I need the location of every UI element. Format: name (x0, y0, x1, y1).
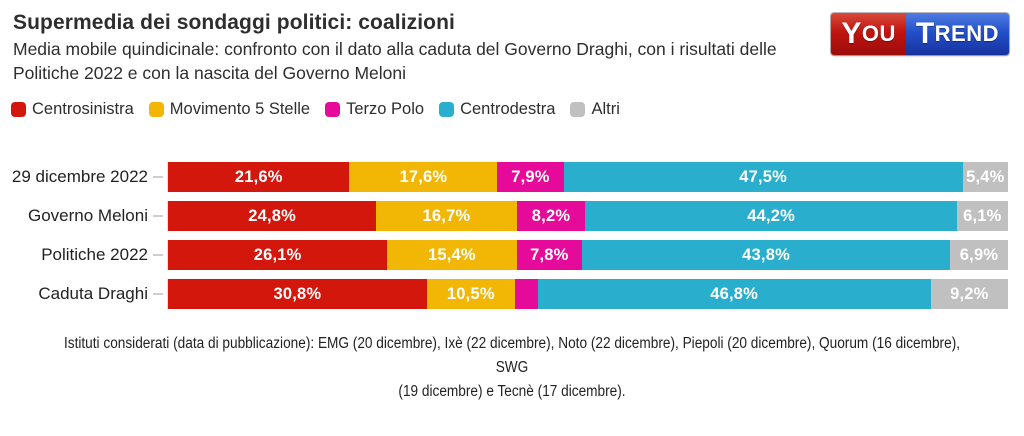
legend-swatch (325, 101, 341, 117)
legend-label: Movimento 5 Stelle (169, 99, 311, 118)
bar-value-label: 24,8% (248, 206, 297, 225)
bar-row: Caduta Draghi 30,8% 10,5% 46,8% 9,2% (0, 279, 1024, 309)
bar-segment-centrosinistra: 24,8% (168, 201, 377, 231)
tick-mark (153, 215, 163, 217)
legend-label: Centrosinistra (32, 99, 134, 118)
bar-value-label: 46,8% (710, 284, 759, 303)
legend-item-centrodestra: Centrodestra (439, 100, 555, 119)
legend-item-movimento-5-stelle: Movimento 5 Stelle (148, 99, 311, 119)
legend-swatch (570, 101, 586, 117)
footnote: Istituti considerati (data di pubblicazi… (61, 332, 962, 404)
bar-segment-terzo-polo: 8,2% (516, 201, 586, 231)
legend-label: Altri (591, 99, 620, 118)
bar-segment-centrosinistra: 26,1% (168, 240, 388, 270)
category-label: Politiche 2022 (41, 245, 148, 264)
tick-mark (153, 254, 163, 256)
bar-segment-centrodestra: 47,5% (563, 162, 963, 192)
page-title: Supermedia dei sondaggi politici: coaliz… (13, 11, 455, 34)
category-label: Caduta Draghi (38, 284, 148, 303)
bar-segment-centrodestra: 43,8% (582, 240, 951, 270)
bar-segment-centrodestra: 46,8% (537, 279, 931, 309)
bar-segment-movimento-5-stelle: 15,4% (387, 240, 517, 270)
tick-mark (153, 293, 163, 295)
logo-trend-initial: T (915, 17, 935, 50)
bar-segment-terzo-polo: 7,9% (497, 162, 564, 192)
bar-segment-terzo-polo (514, 279, 538, 309)
bar-value-label: 10,5% (446, 284, 495, 303)
bar-row: 29 dicembre 2022 21,6% 17,6% 7,9% 47,5% 5,4% (0, 162, 1024, 192)
bar-value-label: 17,6% (399, 167, 448, 186)
bar-track: 24,8% 16,7% 8,2% 44,2% 6,1% (167, 201, 1008, 231)
bar-value-label: 21,6% (234, 167, 283, 186)
logo-trend-rest: REND (934, 21, 999, 46)
legend-label: Centrodestra (460, 99, 556, 118)
bar-segment-altri: 9,2% (930, 279, 1008, 309)
category-label: Governo Meloni (27, 206, 148, 225)
youtrend-logo: Y OU T REND (831, 13, 1009, 55)
logo-trend-block: T REND (905, 13, 1009, 55)
bar-value-label: 7,8% (530, 245, 569, 264)
bar-value-label: 16,7% (422, 206, 471, 225)
bar-segment-altri: 5,4% (962, 162, 1008, 192)
bar-segment-centrodestra: 44,2% (585, 201, 957, 231)
tick-mark (153, 176, 163, 178)
legend-item-terzo-polo: Terzo Polo (325, 100, 424, 119)
bar-segment-movimento-5-stelle: 17,6% (349, 162, 498, 192)
category-label: 29 dicembre 2022 (11, 167, 148, 186)
bar-track: 21,6% 17,6% 7,9% 47,5% 5,4% (167, 162, 1008, 192)
legend-label: Terzo Polo (346, 99, 425, 118)
bar-value-label: 44,2% (747, 206, 795, 225)
legend-swatch (439, 101, 455, 117)
footnote-line-2: (19 dicembre) e Tecnè (17 dicembre). (398, 382, 626, 400)
legend-item-altri: Altri (570, 99, 620, 119)
legend-swatch (148, 101, 164, 117)
logo-you-block: Y OU (831, 13, 906, 55)
bar-value-label: 26,1% (253, 245, 302, 264)
bar-value-label: 30,8% (273, 284, 322, 303)
bar-segment-movimento-5-stelle: 10,5% (426, 279, 515, 309)
bar-value-label: 15,4% (428, 245, 476, 264)
footnote-line-1: Istituti considerati (data di pubblicazi… (63, 334, 961, 376)
bar-segment-movimento-5-stelle: 16,7% (376, 201, 517, 231)
stacked-bar-chart: 29 dicembre 2022 21,6% 17,6% 7,9% 47,5% 5,4% G… (0, 162, 1024, 318)
bar-value-label: 43,8% (742, 245, 790, 264)
bar-segment-terzo-polo: 7,8% (516, 240, 583, 270)
bar-segment-centrosinistra: 21,6% (168, 162, 350, 192)
bar-value-label: 47,5% (739, 167, 788, 186)
legend-swatch (11, 101, 26, 117)
bar-value-label: 6,1% (963, 206, 1002, 225)
bar-track: 26,1% 15,4% 7,8% 43,8% 6,9% (167, 240, 1008, 270)
header: Supermedia dei sondaggi politici: coaliz… (0, 0, 1024, 86)
bar-segment-altri: 6,1% (956, 201, 1008, 231)
bar-row: Politiche 2022 26,1% 15,4% 7,8% 43,8% 6,9% (0, 240, 1024, 270)
bar-value-label: 7,9% (511, 167, 550, 186)
logo-you-initial: Y (841, 17, 862, 50)
bar-segment-centrosinistra: 30,8% (168, 279, 427, 309)
legend: Centrosinistra Movimento 5 Stelle Terzo Po… (11, 100, 1024, 119)
legend-item-centrosinistra: Centrosinistra (11, 100, 134, 119)
bar-value-label: 8,2% (531, 206, 571, 225)
page-subtitle: Media mobile quindicinale: confronto con… (13, 39, 777, 83)
bar-value-label: 5,4% (966, 167, 1005, 186)
bar-value-label: 6,9% (959, 245, 999, 264)
bar-track: 30,8% 10,5% 46,8% 9,2% (167, 279, 1008, 309)
bar-segment-altri: 6,9% (950, 240, 1008, 270)
logo-you-rest: OU (861, 21, 896, 46)
bar-row: Governo Meloni 24,8% 16,7% 8,2% 44,2% 6,1% (0, 201, 1024, 231)
bar-value-label: 9,2% (950, 284, 989, 303)
